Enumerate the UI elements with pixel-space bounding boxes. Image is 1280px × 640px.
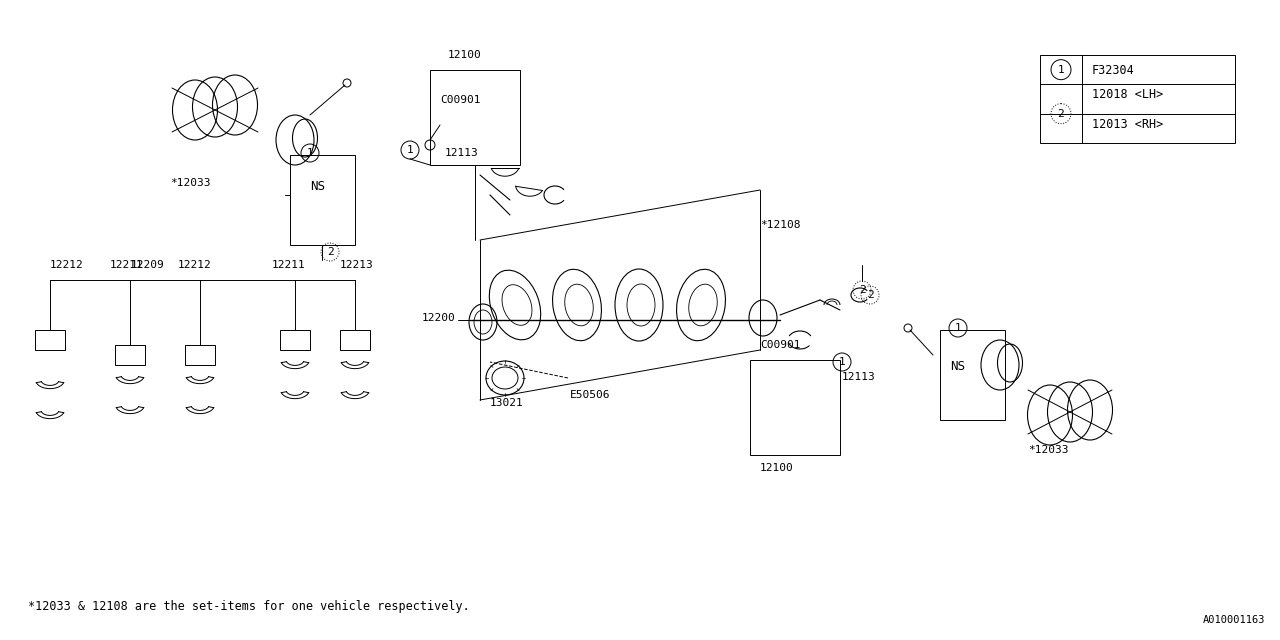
Text: 12113: 12113 [842, 372, 876, 382]
Text: 12113: 12113 [445, 148, 479, 158]
Text: 12212: 12212 [50, 260, 83, 270]
Bar [291, 155, 355, 245]
Text: 2: 2 [1057, 109, 1065, 118]
Text: 1: 1 [955, 323, 961, 333]
Text: NS: NS [951, 360, 965, 373]
Bar [35, 330, 65, 350]
Text: NS: NS [311, 180, 325, 193]
Text: 12211: 12211 [273, 260, 306, 270]
Text: *12033: *12033 [1028, 445, 1069, 455]
Text: 12209: 12209 [131, 260, 165, 270]
Text: 12013 <RH>: 12013 <RH> [1092, 118, 1164, 131]
Bar [1039, 55, 1235, 143]
Bar [280, 330, 310, 350]
Text: 2: 2 [867, 290, 873, 300]
Text: C00901: C00901 [760, 340, 800, 350]
Bar [186, 345, 215, 365]
Text: 12200: 12200 [421, 313, 454, 323]
Bar [115, 345, 145, 365]
Text: *12108: *12108 [760, 220, 800, 230]
Text: 12212: 12212 [178, 260, 211, 270]
Text: 12100: 12100 [448, 50, 481, 60]
Text: 12211: 12211 [110, 260, 143, 270]
Text: *12033: *12033 [170, 178, 210, 188]
Text: F32304: F32304 [1092, 63, 1135, 77]
Bar [340, 330, 370, 350]
Text: E50506: E50506 [570, 390, 611, 400]
Text: 1: 1 [838, 357, 845, 367]
Bar [750, 360, 840, 455]
Text: C00901: C00901 [440, 95, 480, 105]
Text: 1: 1 [1057, 65, 1065, 75]
Text: 1: 1 [307, 148, 314, 158]
Text: 12018 <LH>: 12018 <LH> [1092, 88, 1164, 101]
Bar [940, 330, 1005, 420]
Text: 1: 1 [407, 145, 413, 155]
Text: 2: 2 [859, 285, 865, 295]
Text: 13021: 13021 [490, 398, 524, 408]
Text: 12100: 12100 [760, 463, 794, 473]
Text: 2: 2 [326, 247, 333, 257]
Bar [430, 70, 520, 165]
Text: *12033 & 12108 are the set-items for one vehicle respectively.: *12033 & 12108 are the set-items for one… [28, 600, 470, 613]
Text: A010001163: A010001163 [1202, 615, 1265, 625]
Text: 12213: 12213 [340, 260, 374, 270]
